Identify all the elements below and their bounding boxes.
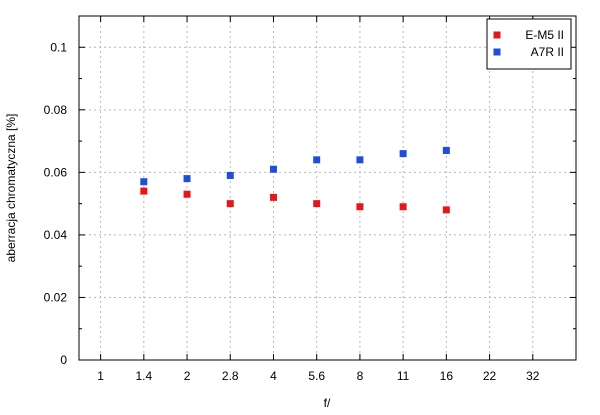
x-tick-label: 11 bbox=[397, 369, 410, 383]
y-tick-label: 0 bbox=[60, 353, 67, 367]
y-axis-label: aberracja chromatyczna [%] bbox=[4, 114, 18, 263]
x-tick-label: 5.6 bbox=[308, 369, 325, 383]
data-point-series-1 bbox=[226, 200, 234, 208]
legend-label: E-M5 II bbox=[525, 28, 564, 42]
legend-marker bbox=[493, 48, 501, 56]
x-tick-label: 1 bbox=[97, 369, 104, 383]
x-axis-tick-labels: 1 1.4 2 2.8 4 5.6 8 11 16 22 32 bbox=[97, 369, 540, 383]
data-point-series-2 bbox=[399, 150, 407, 158]
data-point-series-2 bbox=[313, 156, 321, 164]
data-points bbox=[140, 146, 450, 214]
y-tick-label: 0.06 bbox=[44, 165, 68, 179]
axis-ticks bbox=[79, 15, 576, 361]
plot-area bbox=[78, 15, 577, 361]
x-tick-label: 2 bbox=[184, 369, 191, 383]
x-tick-label: 1.4 bbox=[135, 369, 152, 383]
data-point-series-1 bbox=[442, 206, 450, 214]
data-point-series-2 bbox=[183, 175, 191, 183]
data-point-series-1 bbox=[140, 187, 148, 195]
x-axis-label: f/ bbox=[324, 396, 331, 410]
y-tick-label: 0.04 bbox=[44, 228, 68, 242]
data-point-series-1 bbox=[313, 200, 321, 208]
data-point-series-1 bbox=[356, 203, 364, 211]
x-tick-label: 22 bbox=[483, 369, 497, 383]
y-tick-label: 0.08 bbox=[44, 103, 68, 117]
legend: E-M5 II A7R II bbox=[486, 18, 572, 70]
y-tick-label: 0.02 bbox=[44, 290, 68, 304]
x-tick-label: 8 bbox=[357, 369, 364, 383]
legend-label: A7R II bbox=[531, 45, 564, 59]
data-point-series-2 bbox=[226, 171, 234, 179]
x-tick-label: 2.8 bbox=[222, 369, 239, 383]
data-point-series-2 bbox=[140, 178, 148, 186]
data-point-series-2 bbox=[269, 165, 277, 173]
legend-box bbox=[486, 18, 572, 70]
y-axis-tick-labels: 0 0.02 0.04 0.06 0.08 0.1 bbox=[44, 40, 68, 367]
data-point-series-1 bbox=[183, 190, 191, 198]
x-tick-label: 32 bbox=[526, 369, 540, 383]
data-point-series-1 bbox=[399, 203, 407, 211]
data-point-series-2 bbox=[442, 146, 450, 154]
grid bbox=[79, 16, 576, 360]
legend-marker bbox=[493, 31, 501, 39]
x-tick-label: 4 bbox=[270, 369, 277, 383]
data-point-series-1 bbox=[269, 193, 277, 201]
data-point-series-2 bbox=[356, 156, 364, 164]
y-tick-label: 0.1 bbox=[50, 40, 67, 54]
x-tick-label: 16 bbox=[440, 369, 454, 383]
